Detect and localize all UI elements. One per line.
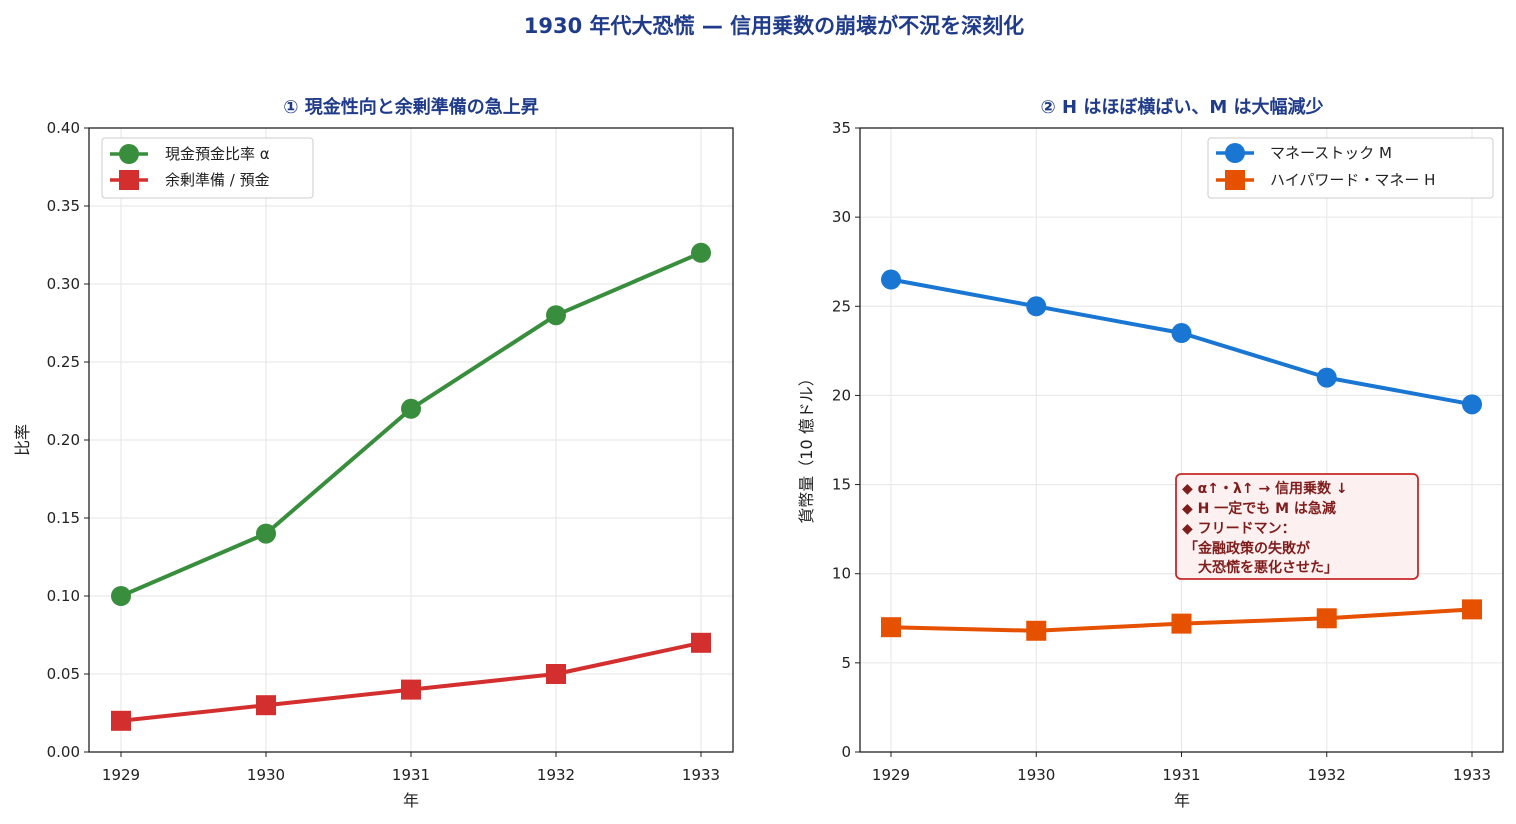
data-point bbox=[1462, 599, 1482, 620]
y-tick-label: 25 bbox=[832, 297, 851, 315]
panel-2-plot-frame bbox=[859, 127, 1504, 753]
annotation-line: ◆ H 一定でも M は急減 bbox=[1182, 500, 1336, 517]
panel-2-x-axis-label: 年 bbox=[1174, 791, 1190, 810]
y-tick-label: 0.35 bbox=[47, 197, 80, 215]
annotation-line: ◆ フリードマン： bbox=[1182, 521, 1296, 537]
y-tick-label: 15 bbox=[832, 476, 851, 494]
panel-2-legend: マネーストック M ハイパワード・マネー H bbox=[1207, 137, 1494, 199]
panel-2-title: ② H はほぼ横ばい、M は大幅減少 bbox=[1040, 96, 1323, 118]
legend-entry-excess-reserves: 余剰準備 / 預金 bbox=[165, 171, 270, 189]
y-tick-label: 0.30 bbox=[47, 275, 80, 293]
data-point bbox=[1462, 394, 1482, 415]
data-point bbox=[691, 632, 711, 653]
legend-marker-square bbox=[119, 170, 139, 190]
data-point bbox=[881, 269, 901, 290]
x-tick-label: 1931 bbox=[1162, 766, 1200, 784]
data-point bbox=[546, 664, 566, 684]
panel-2-x-ticks: 1929 1930 1931 1932 1933 bbox=[872, 752, 1491, 784]
y-tick-label: 10 bbox=[832, 565, 851, 583]
figure-title: 1930 年代大恐慌 — 信用乗数の崩壊が不況を深刻化 bbox=[524, 14, 1024, 38]
legend-frame bbox=[1207, 137, 1494, 199]
panel-1-plot-frame bbox=[88, 127, 734, 753]
x-tick-label: 1932 bbox=[1308, 766, 1346, 784]
legend-entry-cash-ratio: 現金預金比率 α bbox=[165, 145, 270, 163]
x-tick-label: 1929 bbox=[872, 766, 910, 784]
legend-marker-circle bbox=[119, 144, 139, 164]
data-point bbox=[1026, 296, 1047, 317]
panel-2-y-axis-label: 貨幣量（10 億ドル） bbox=[797, 370, 816, 523]
data-point bbox=[1026, 620, 1047, 641]
annotation-line: 「金融政策の失敗が bbox=[1184, 540, 1311, 557]
annotation-box: ◆ α↑・λ↑ → 信用乗数 ↓ ◆ H 一定でも M は急減 ◆ フリードマン… bbox=[1175, 473, 1419, 580]
x-tick-label: 1933 bbox=[1453, 766, 1491, 784]
y-tick-label: 0.15 bbox=[47, 509, 80, 527]
x-tick-label: 1932 bbox=[537, 766, 575, 784]
legend-entry-high-powered-money: ハイパワード・マネー H bbox=[1270, 171, 1435, 189]
x-tick-label: 1929 bbox=[102, 766, 140, 784]
annotation-frame bbox=[1175, 473, 1419, 580]
panel-1-x-ticks: 1929 1930 1931 1932 1933 bbox=[102, 752, 720, 784]
data-point bbox=[1316, 608, 1337, 629]
legend-marker-square bbox=[1225, 170, 1245, 190]
data-point bbox=[111, 710, 131, 731]
data-point bbox=[1316, 367, 1337, 388]
data-point bbox=[256, 695, 276, 716]
panel-2-grid bbox=[860, 127, 1503, 753]
annotation-line: ◆ α↑・λ↑ → 信用乗数 ↓ bbox=[1182, 480, 1348, 497]
x-tick-label: 1931 bbox=[392, 766, 430, 784]
panel-cash-ratio: ① 現金性向と余剰準備の急上昇 0.00 0.05 0.10 0.15 0.20 0.25… bbox=[13, 96, 734, 810]
data-point bbox=[256, 523, 276, 544]
panel-1-y-ticks: 0.00 0.05 0.10 0.15 0.20 0.25 0.30 0.35 0.40 bbox=[47, 119, 89, 761]
data-point bbox=[401, 398, 421, 419]
y-tick-label: 0.00 bbox=[47, 743, 80, 761]
data-point bbox=[111, 586, 131, 606]
data-point bbox=[1171, 323, 1192, 344]
y-tick-label: 0.25 bbox=[47, 353, 80, 371]
y-tick-label: 5 bbox=[841, 654, 851, 672]
y-tick-label: 0.05 bbox=[47, 665, 80, 683]
x-tick-label: 1930 bbox=[1017, 766, 1055, 784]
y-tick-label: 0.40 bbox=[47, 119, 80, 137]
panel-1-y-axis-label: 比率 bbox=[13, 424, 32, 456]
data-point bbox=[546, 305, 566, 326]
data-point bbox=[881, 617, 901, 638]
x-tick-label: 1930 bbox=[247, 766, 285, 784]
panel-2-y-ticks: 0 5 10 15 20 25 30 35 bbox=[832, 119, 860, 761]
y-tick-label: 0.20 bbox=[47, 431, 80, 449]
panel-1-x-axis-label: 年 bbox=[403, 791, 419, 810]
y-tick-label: 20 bbox=[832, 386, 851, 404]
legend-entry-money-stock: マネーストック M bbox=[1270, 144, 1392, 162]
x-tick-label: 1933 bbox=[682, 766, 720, 784]
legend-frame bbox=[101, 137, 314, 199]
y-tick-label: 0.10 bbox=[47, 587, 80, 605]
data-point bbox=[691, 242, 711, 263]
panel-1-legend: 現金預金比率 α 余剰準備 / 預金 bbox=[101, 137, 314, 199]
data-point bbox=[401, 679, 421, 700]
legend-marker-circle bbox=[1225, 143, 1245, 163]
y-tick-label: 0 bbox=[841, 743, 851, 761]
data-point bbox=[1171, 613, 1192, 634]
y-tick-label: 35 bbox=[832, 119, 851, 137]
y-tick-label: 30 bbox=[832, 208, 851, 226]
panel-2-series bbox=[881, 269, 1482, 641]
panel-1-series bbox=[111, 242, 711, 731]
annotation-line: 大恐慌を悪化させた」 bbox=[1184, 559, 1338, 576]
panel-1-title: ① 現金性向と余剰準備の急上昇 bbox=[283, 96, 539, 118]
